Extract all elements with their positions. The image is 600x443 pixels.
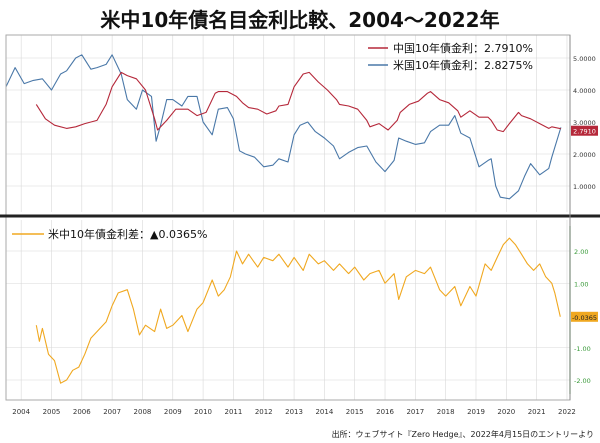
x-tick-label: 2021 [528,408,546,416]
x-tick-label: 2019 [467,408,485,416]
x-tick-label: 2005 [43,408,61,416]
top-panel-y-axis: 1.0000 2.0000 3.0000 4.0000 5.0000 2.7910 [571,55,598,191]
y-tick-label: 5.0000 [573,55,596,63]
x-tick-label: 2020 [497,408,515,416]
y-tick-label: 2.0000 [573,151,596,159]
top-panel-legend: 中国10年債金利：2.7910% 米国10年債金利：2.8275% [368,41,533,72]
x-tick-label: 2011 [225,408,243,416]
bottom-panel-y-axis: 2.00 1.00 -1.00 -2.00 -0.0365 [569,226,598,394]
legend-label-china: 中国10年債金利：2.7910% [393,41,533,55]
y-tick-label: 3.0000 [573,119,596,127]
x-tick-label: 2004 [12,408,30,416]
x-tick-label: 2014 [315,408,333,416]
china-yield-line [35,71,562,133]
bottom-panel-lines [35,237,561,384]
x-tick-label: 2017 [406,408,424,416]
y-tick-label: -2.00 [574,377,591,385]
spread-last-value-tag [571,311,598,322]
source-note: 出所：ウェブサイト『Zero Hedge』、2022年4月15日のエントリーより [331,430,594,439]
x-axis: 2004 2005 2006 2007 2008 2009 2010 2011 2012 2013… [12,408,576,416]
legend-label-spread: 米中10年債金利差：▲0.0365% [48,227,207,241]
x-tick-label: 2009 [164,408,182,416]
spread-last-value-label: -0.0365 [572,314,597,322]
y-tick-label: 1.00 [574,280,588,288]
x-tick-label: 2022 [558,408,576,416]
bottom-panel-grid [6,220,570,400]
y-tick-label: 2.00 [574,248,588,256]
y-tick-label: 4.0000 [573,87,596,95]
top-panel-lines [5,54,562,200]
china-last-value-label: 2.7910 [573,128,596,136]
us-yield-line [5,54,562,200]
x-tick-label: 2018 [437,408,455,416]
x-tick-label: 2013 [285,408,303,416]
top-panel-grid [6,35,570,212]
x-tick-label: 2015 [346,408,364,416]
bottom-panel-legend: 米中10年債金利差：▲0.0365% [12,227,207,241]
x-tick-label: 2007 [103,408,121,416]
y-tick-label: -1.00 [574,345,591,353]
china-last-value-tag [571,125,598,136]
panel-frame [0,34,600,401]
x-tick-label: 2016 [376,408,394,416]
yield-spread-line [35,237,561,384]
x-tick-label: 2008 [134,408,152,416]
legend-label-us: 米国10年債金利：2.8275% [393,58,533,72]
y-tick-label: 1.0000 [573,183,596,191]
x-tick-label: 2010 [194,408,212,416]
x-tick-label: 2006 [73,408,91,416]
x-tick-label: 2012 [255,408,273,416]
chart-title: 米中10年債名目金利比較、2004～2022年 [100,8,500,32]
